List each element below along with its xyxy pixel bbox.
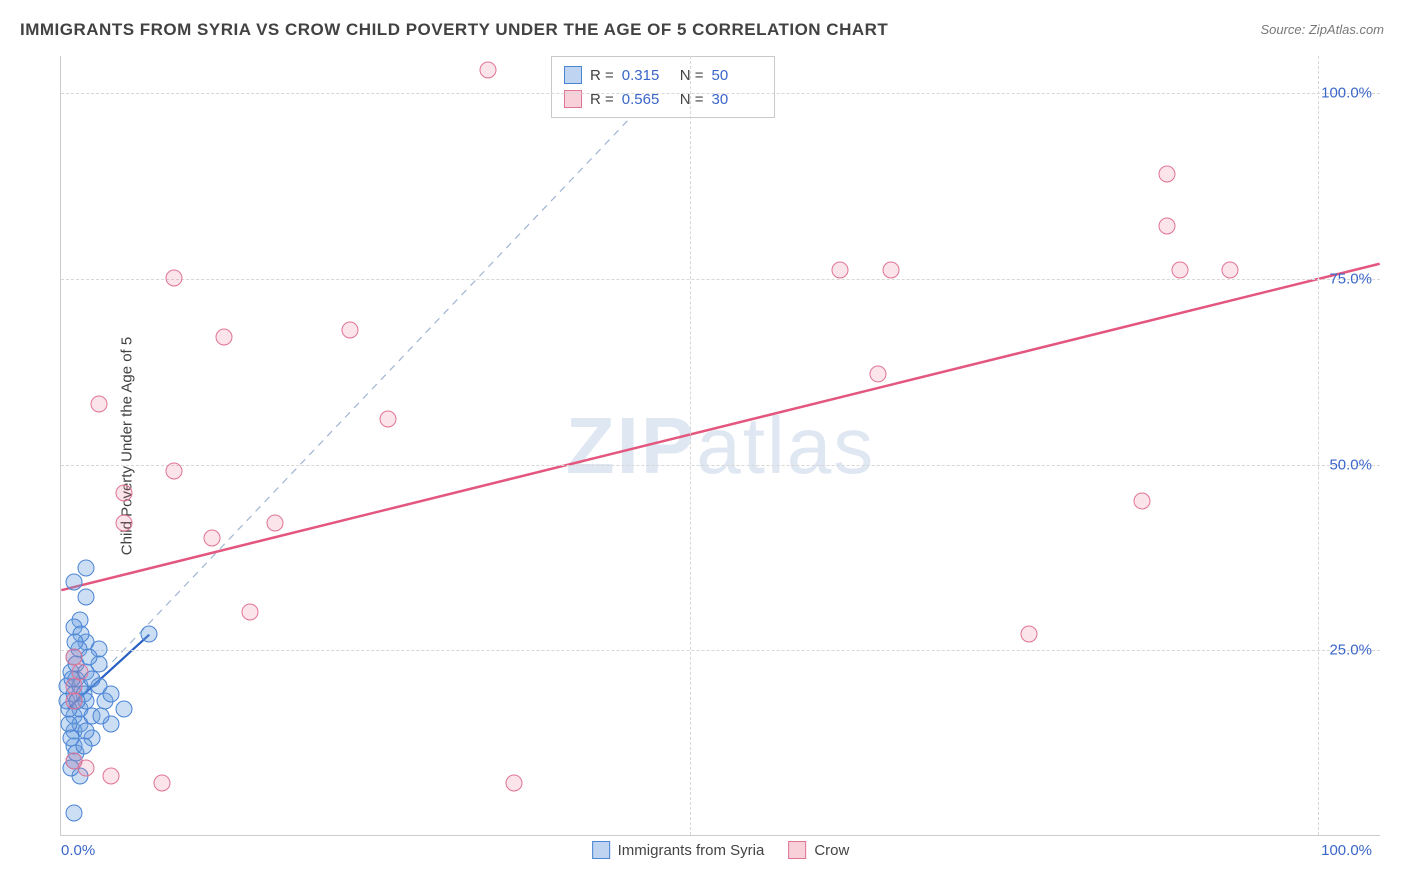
legend-item: Immigrants from Syria [592, 841, 765, 859]
scatter-point [90, 396, 107, 413]
scatter-point [71, 663, 88, 680]
gridline-horizontal [61, 279, 1380, 280]
scatter-point [1134, 492, 1151, 509]
scatter-point [1159, 165, 1176, 182]
scatter-point [153, 775, 170, 792]
scatter-point [870, 366, 887, 383]
legend-swatch [788, 841, 806, 859]
scatter-point [166, 463, 183, 480]
scatter-point [115, 515, 132, 532]
scatter-point [241, 604, 258, 621]
scatter-point [103, 685, 120, 702]
y-tick-label: 50.0% [1329, 456, 1372, 473]
scatter-point [65, 804, 82, 821]
gridline-horizontal [61, 650, 1380, 651]
scatter-point [1021, 626, 1038, 643]
stat-r-label: R = [590, 67, 614, 84]
gridline-vertical [690, 56, 691, 835]
legend-swatch [564, 66, 582, 84]
scatter-point [1171, 262, 1188, 279]
chart-container: IMMIGRANTS FROM SYRIA VS CROW CHILD POVE… [0, 0, 1406, 892]
scatter-point [78, 589, 95, 606]
scatter-point [115, 485, 132, 502]
stats-row: R = 0.315 N = 50 [564, 63, 762, 87]
scatter-point [65, 574, 82, 591]
scatter-point [342, 321, 359, 338]
watermark-bold: ZIP [566, 401, 696, 490]
legend-swatch [592, 841, 610, 859]
gridline-vertical [1318, 56, 1319, 835]
scatter-point [166, 269, 183, 286]
scatter-point [216, 329, 233, 346]
scatter-point [93, 708, 110, 725]
correlation-stats-box: R = 0.315 N = 50 R =0.565N =30 [551, 56, 775, 118]
scatter-point [266, 515, 283, 532]
stats-row: R =0.565N =30 [564, 87, 762, 111]
stat-n-label: N = [680, 67, 704, 84]
legend-label: Crow [814, 842, 849, 859]
scatter-point [480, 61, 497, 78]
plot-area: ZIPatlas R =0.315N =50R =0.565N =30 Immi… [60, 56, 1380, 836]
scatter-point [115, 700, 132, 717]
scatter-point [103, 767, 120, 784]
legend-item: Crow [788, 841, 849, 859]
stat-n-value: 50 [712, 67, 762, 84]
scatter-point [78, 760, 95, 777]
scatter-point [1159, 217, 1176, 234]
bottom-legend: Immigrants from Syria Crow [592, 841, 850, 859]
source-attribution: Source: ZipAtlas.com [1260, 22, 1384, 37]
scatter-point [141, 626, 158, 643]
scatter-point [1222, 262, 1239, 279]
gridline-horizontal [61, 465, 1380, 466]
chart-title: IMMIGRANTS FROM SYRIA VS CROW CHILD POVE… [20, 20, 888, 40]
scatter-point [882, 262, 899, 279]
scatter-point [65, 693, 82, 710]
stat-r-value: 0.315 [622, 67, 672, 84]
x-tick-min: 0.0% [61, 842, 95, 859]
scatter-point [78, 559, 95, 576]
trend-lines-layer [61, 56, 1380, 835]
y-tick-label: 25.0% [1329, 642, 1372, 659]
scatter-point [379, 411, 396, 428]
scatter-point [203, 529, 220, 546]
x-tick-max: 100.0% [1321, 842, 1372, 859]
gridline-horizontal [61, 93, 1380, 94]
watermark-rest: atlas [696, 401, 875, 490]
scatter-point [832, 262, 849, 279]
y-tick-label: 100.0% [1321, 85, 1372, 102]
watermark: ZIPatlas [566, 400, 875, 492]
scatter-point [63, 730, 80, 747]
scatter-point [505, 775, 522, 792]
legend-label: Immigrants from Syria [618, 842, 765, 859]
y-tick-label: 75.0% [1329, 270, 1372, 287]
